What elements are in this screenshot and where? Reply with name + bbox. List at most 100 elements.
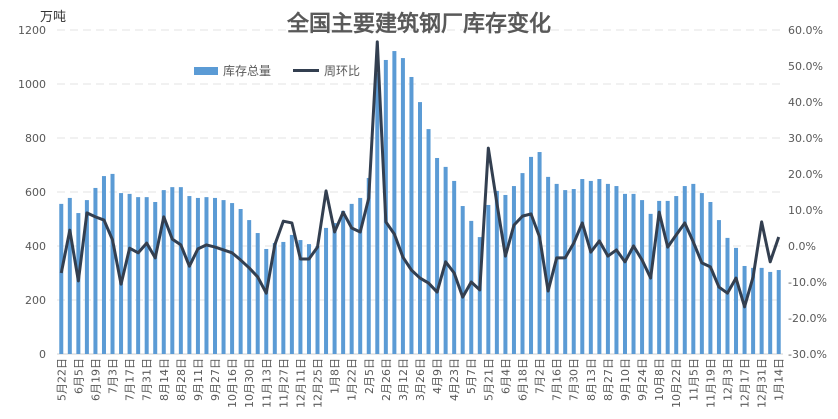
bar (272, 243, 277, 354)
left-axis-tick-label: 200 (25, 294, 46, 307)
bar (657, 200, 662, 354)
bar (503, 194, 508, 354)
bar (546, 176, 551, 354)
x-axis-tick-label: 4月23日 (448, 358, 461, 401)
bar (622, 193, 627, 354)
right-axis-tick-label: 60.0% (788, 24, 823, 37)
x-axis-tick-label: 1月14日 (773, 358, 786, 401)
left-axis-tick-label: 400 (25, 240, 46, 253)
right-axis-tick-label: 10.0% (788, 204, 823, 217)
right-axis-tick-label: -20.0% (788, 312, 827, 325)
legend: 库存总量 周环比 (194, 62, 360, 79)
bar (699, 193, 704, 354)
bar (614, 186, 619, 354)
bar (665, 200, 670, 354)
x-axis-tick-label: 3月12日 (397, 358, 410, 401)
bar (366, 177, 371, 354)
x-axis-tick-label: 12月3日 (721, 358, 734, 401)
bar (477, 237, 482, 354)
bar (511, 186, 516, 354)
bar (682, 186, 687, 354)
bar (529, 156, 534, 354)
x-axis-tick-label: 12月31日 (756, 358, 769, 408)
x-axis-tick-label: 5月7日 (465, 358, 478, 394)
x-axis-tick-label: 3月26日 (414, 358, 427, 401)
x-axis-tick-label: 7月31日 (141, 358, 154, 401)
x-axis-tick-label: 5月21日 (482, 358, 495, 401)
bar (640, 200, 645, 354)
bar (597, 179, 602, 354)
left-axis-tick-label: 1000 (18, 78, 46, 91)
bar (298, 240, 303, 354)
bar (571, 189, 576, 354)
bar (247, 220, 252, 354)
bar (648, 213, 653, 354)
legend-bar-swatch (194, 66, 218, 75)
left-axis-tick-label: 800 (25, 132, 46, 145)
x-axis-tick-label: 2月26日 (380, 358, 393, 401)
x-axis-tick-label: 7月2日 (534, 358, 547, 394)
bar (281, 241, 286, 354)
bar (580, 179, 585, 354)
bar (101, 176, 106, 354)
x-axis-tick-label: 9月10日 (619, 358, 632, 401)
bar (520, 173, 525, 354)
bar (221, 200, 226, 354)
bar (588, 180, 593, 354)
bar (136, 197, 141, 354)
bar (332, 223, 337, 354)
x-axis-tick-label: 12月11日 (294, 358, 307, 408)
left-axis-unit: 万吨 (40, 10, 67, 25)
bar (486, 204, 491, 354)
bar (127, 193, 132, 354)
x-axis-tick-label: 8月28日 (175, 358, 188, 401)
x-axis-tick-label: 10月16日 (226, 358, 239, 408)
x-axis-tick-label: 9月24日 (636, 358, 649, 401)
x-axis-tick-label: 2月5日 (363, 358, 376, 394)
bar (230, 203, 235, 354)
bar (255, 233, 260, 354)
bar (178, 187, 183, 354)
right-axis-tick-label: 20.0% (788, 168, 823, 181)
x-axis-tick-label: 1月8日 (329, 358, 342, 394)
bar (170, 187, 175, 354)
bar (119, 193, 124, 354)
bar (563, 190, 568, 354)
bar (195, 197, 200, 354)
bar (734, 247, 739, 354)
bar (144, 197, 149, 354)
bar (315, 246, 320, 354)
bar (306, 244, 311, 354)
x-axis-tick-label: 6月19日 (89, 358, 102, 401)
bar (460, 206, 465, 354)
bar (204, 197, 209, 354)
bar (725, 237, 730, 354)
bar (742, 265, 747, 354)
bar (400, 58, 405, 355)
x-axis-tick-label: 6月4日 (499, 358, 512, 394)
x-axis-tick-label: 9月11日 (192, 358, 205, 401)
bar (554, 183, 559, 354)
x-axis-tick-label: 11月5日 (687, 358, 700, 401)
x-axis-tick-label: 11月27日 (277, 358, 290, 408)
bar (768, 271, 773, 354)
bar (605, 183, 610, 354)
x-axis-tick-label: 11月13日 (260, 358, 273, 408)
bar (426, 129, 431, 354)
x-axis-tick-label: 7月16日 (551, 358, 564, 401)
x-axis-tick-label: 7月17日 (124, 358, 137, 401)
bar (341, 210, 346, 354)
left-axis-tick-label: 0 (39, 348, 46, 361)
right-axis-tick-label: 50.0% (788, 60, 823, 73)
bar (324, 227, 329, 354)
bar (435, 157, 440, 354)
right-axis-tick-label: 40.0% (788, 96, 823, 109)
bar (759, 267, 764, 354)
legend-line-swatch (293, 69, 320, 72)
bar (494, 190, 499, 354)
bar (776, 270, 781, 354)
x-axis-tick-label: 12月17日 (739, 358, 752, 408)
bar (349, 203, 354, 354)
bar (469, 220, 474, 354)
x-axis-tick-label: 10月8日 (653, 358, 666, 401)
